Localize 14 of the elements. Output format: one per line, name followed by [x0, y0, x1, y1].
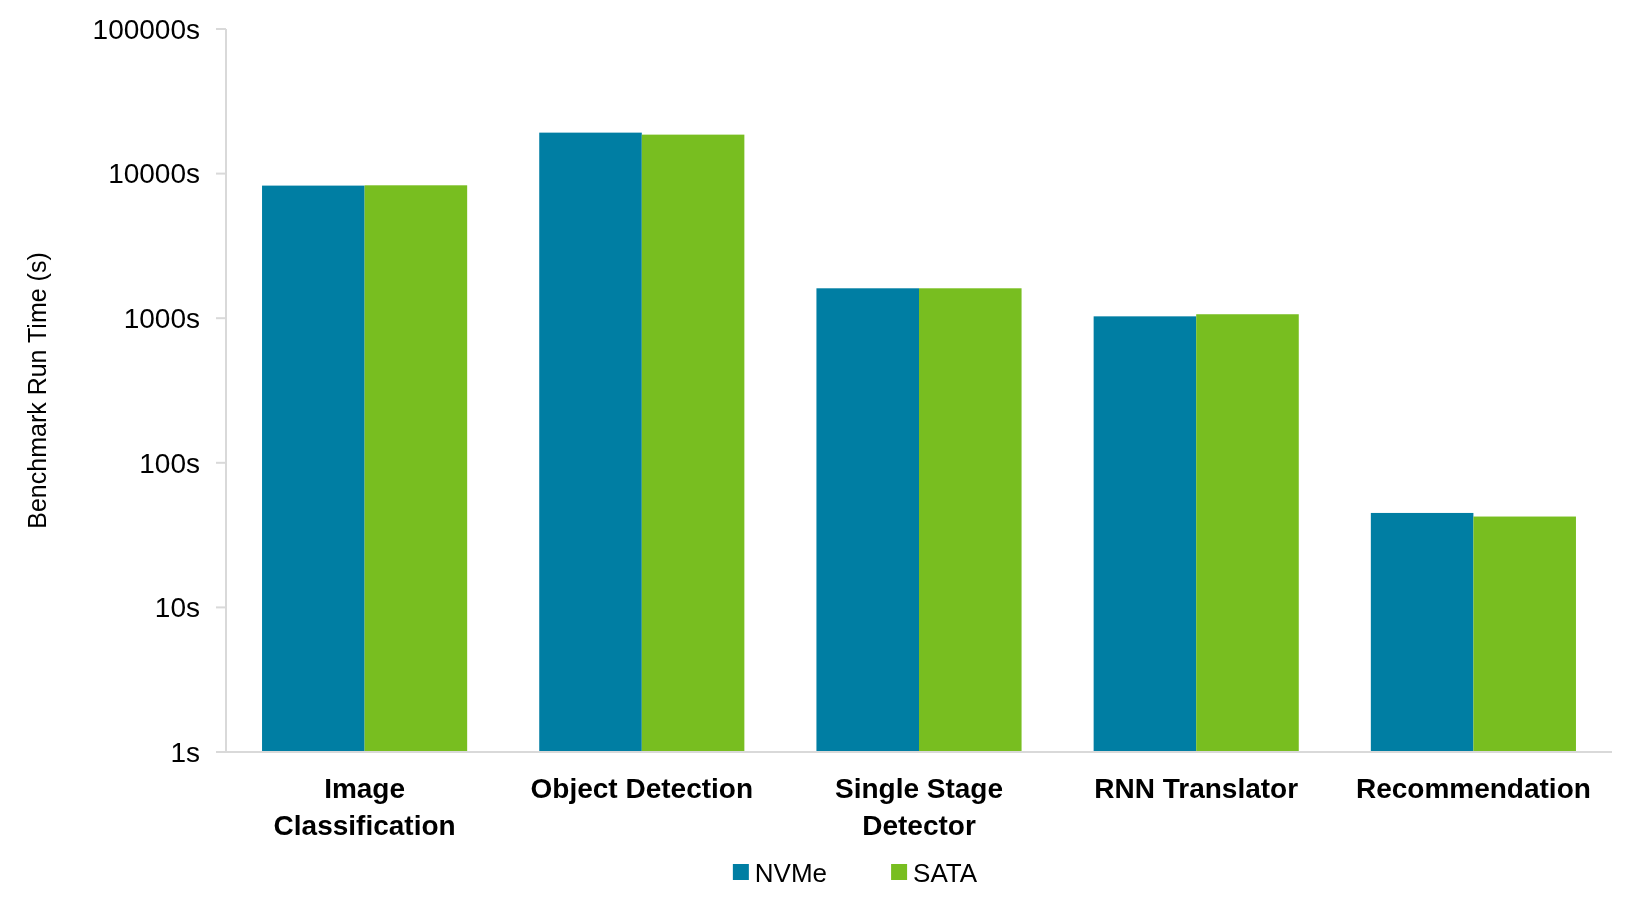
y-tick-label: 10s	[154, 592, 200, 624]
x-tick-label: Single Stage Detector	[834, 773, 1004, 841]
y-tick-label: 100000s	[92, 13, 200, 45]
x-tick-label: Recommendation	[1355, 773, 1591, 804]
legend-label: NVMe	[754, 858, 828, 888]
x-tick-label: Image Classification	[273, 773, 456, 841]
y-tick-label: 1000s	[123, 303, 200, 334]
x-tick-label: RNN Translator	[1094, 773, 1299, 804]
y-tick-label: 100s	[139, 447, 200, 479]
x-tick-label: Object Detection	[530, 773, 754, 804]
y-tick-label: 10000s	[108, 158, 200, 190]
legend-label: SATA	[913, 858, 978, 888]
y-axis-title: Benchmark Run Time (s)	[23, 252, 51, 529]
y-tick-label: 1s	[170, 736, 200, 768]
